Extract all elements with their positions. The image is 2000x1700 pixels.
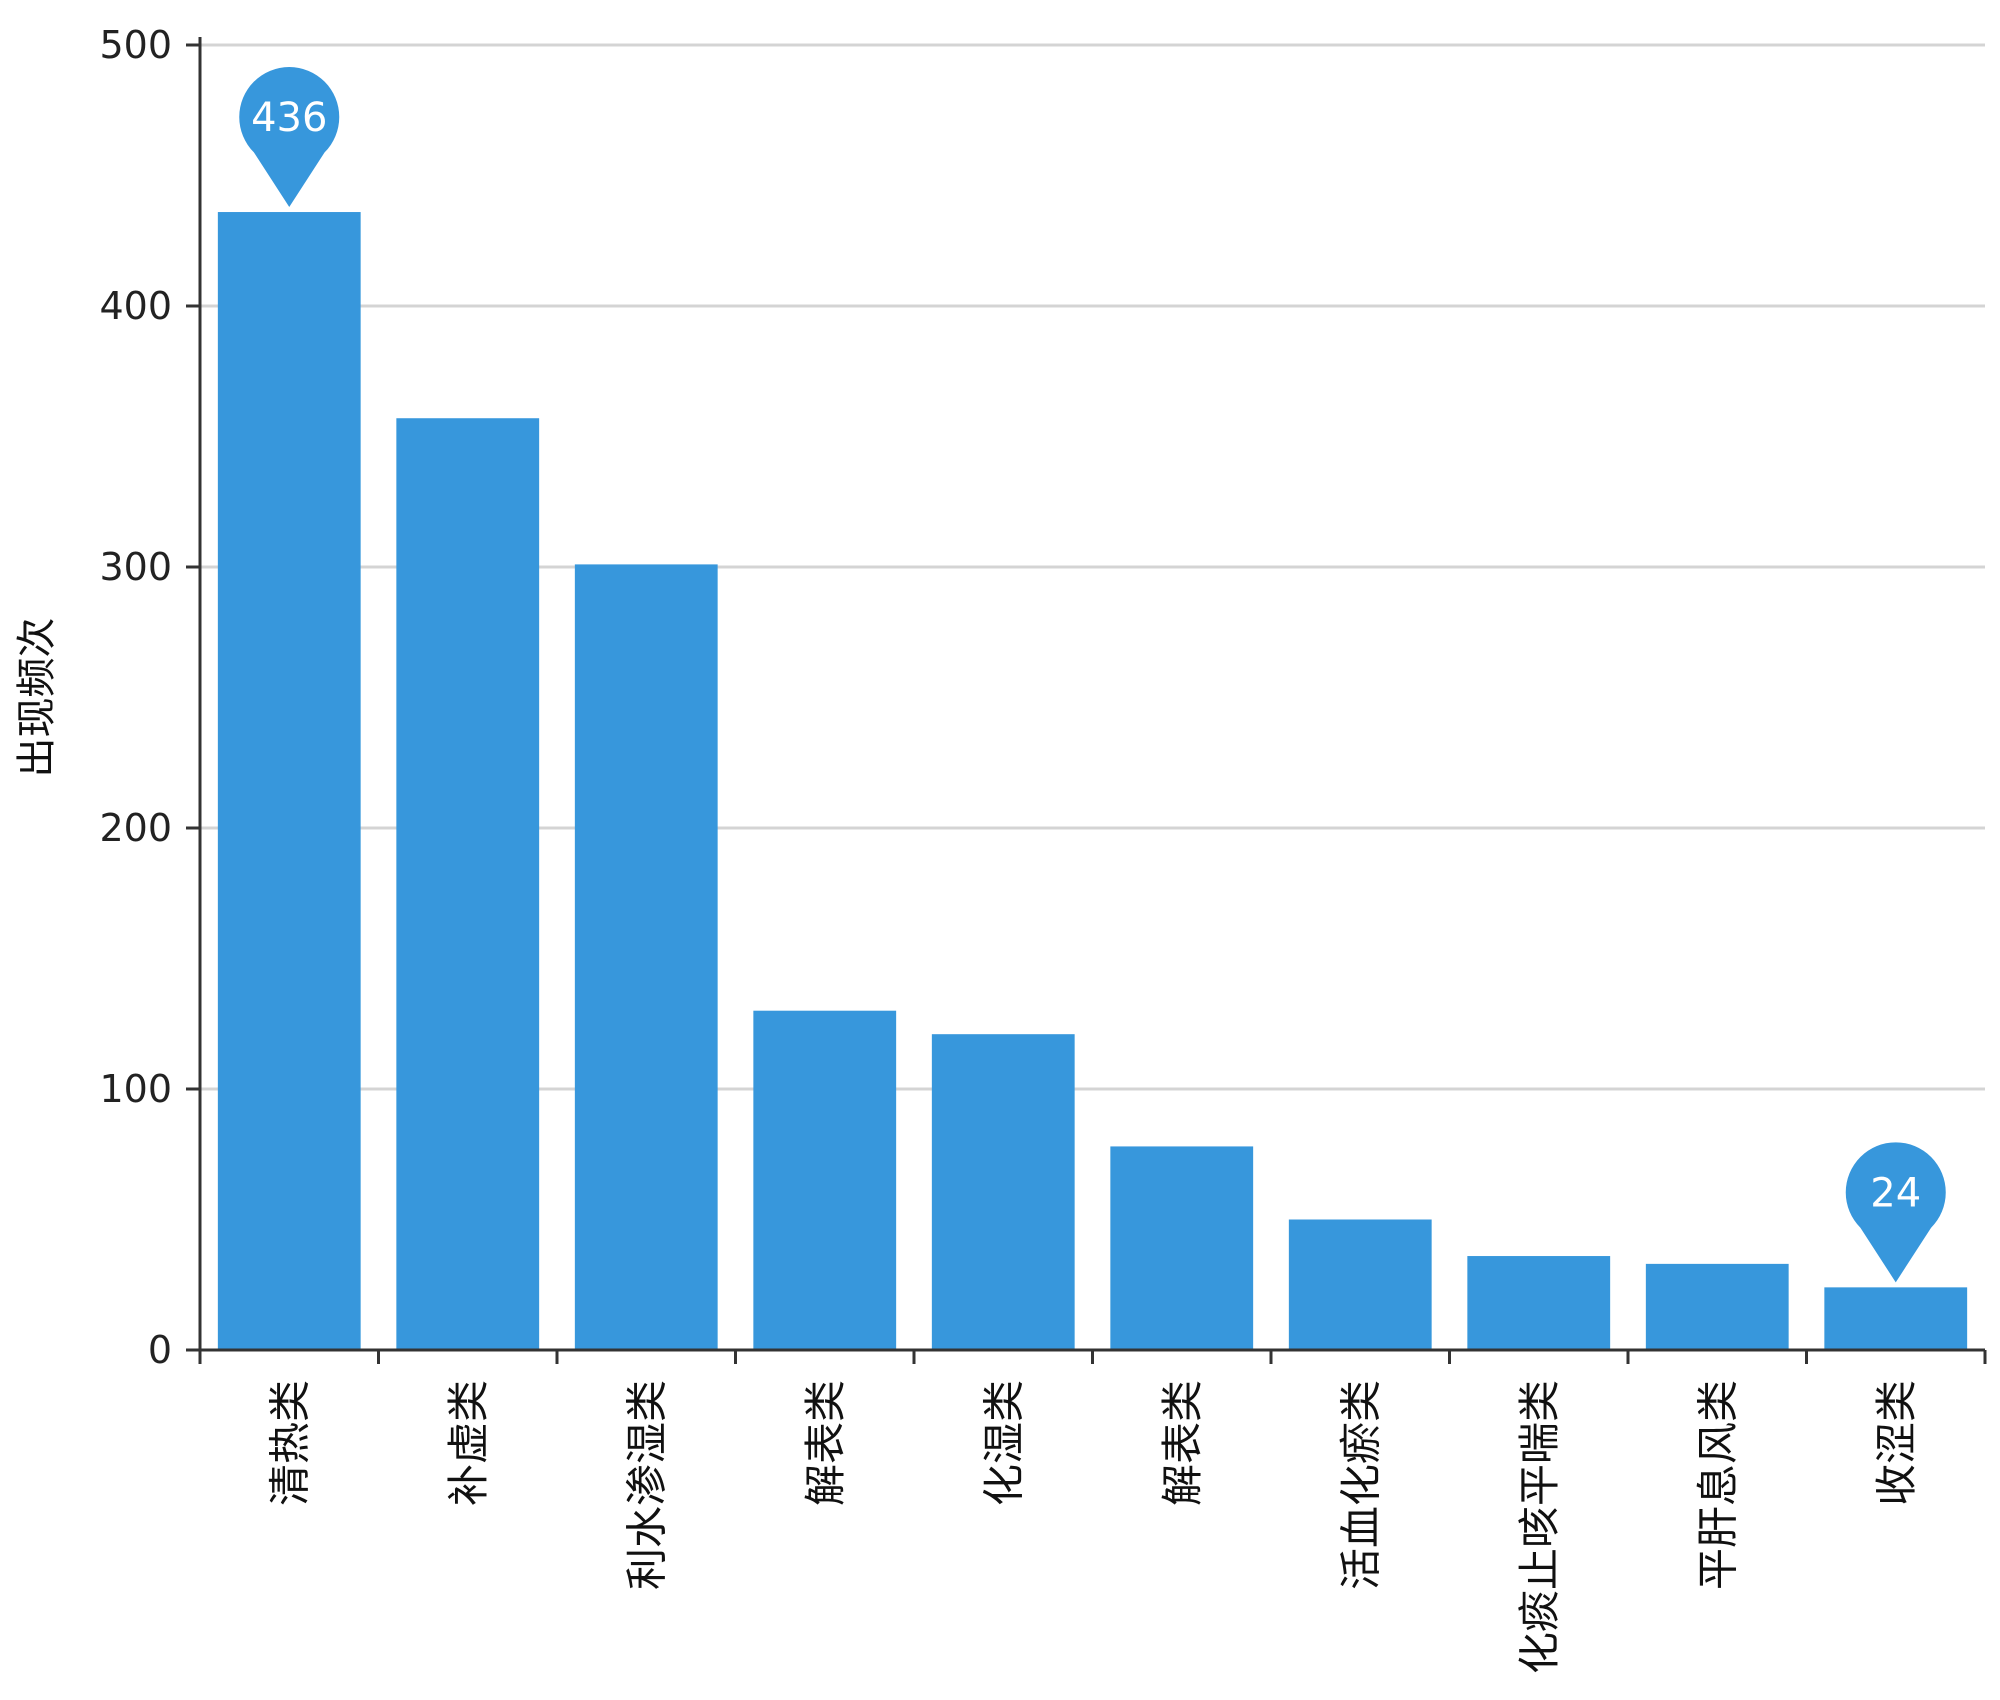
y-tick-label: 0 (148, 1328, 172, 1372)
bar (1110, 1146, 1254, 1350)
y-tick-label: 200 (99, 806, 172, 850)
x-tick-label: 利水渗湿类 (622, 1380, 671, 1590)
x-tick-label: 化痰止咳平喘类 (1515, 1380, 1564, 1674)
y-axis-label: 出现频次 (14, 618, 60, 778)
x-tick-label: 收涩类 (1872, 1380, 1921, 1506)
bars-layer (217, 212, 1968, 1351)
value-marker-pin (1845, 1142, 1946, 1283)
x-tick-label: 清热类 (265, 1380, 314, 1506)
y-tick-label: 500 (99, 23, 172, 67)
x-tick-label: 解表类 (801, 1380, 850, 1506)
bar (931, 1034, 1075, 1350)
x-tick-label: 化湿类 (979, 1380, 1028, 1506)
value-marker-label: 24 (1870, 1170, 1921, 1216)
bar (574, 564, 718, 1350)
category-labels: 清热类 补虚类 利水渗湿类 解表类 化湿类 解表类 活血化瘀类 化痰止咳平喘类 平肝息风类 收涩类 (265, 1380, 1921, 1674)
bar (1824, 1287, 1968, 1350)
bar (396, 418, 540, 1351)
value-marker-label: 436 (251, 95, 327, 141)
x-tick-label: 补虚类 (444, 1380, 493, 1506)
x-tick-label: 解表类 (1158, 1380, 1207, 1506)
x-tick-label: 活血化瘀类 (1336, 1380, 1385, 1590)
y-tick-label: 100 (99, 1067, 172, 1111)
y-tick-label: 400 (99, 284, 172, 328)
y-tick-label: 300 (99, 545, 172, 589)
bar (217, 212, 361, 1350)
x-tick-label: 平肝息风类 (1693, 1380, 1742, 1590)
bar (1467, 1256, 1611, 1350)
bar (1645, 1263, 1789, 1350)
bar (1288, 1219, 1432, 1350)
value-marker-pin (239, 67, 340, 208)
marker-layer: 436 24 (239, 67, 1946, 1283)
bar (753, 1010, 897, 1350)
ticks-layer: 0 100 200 300 400 500 (99, 23, 1987, 1372)
